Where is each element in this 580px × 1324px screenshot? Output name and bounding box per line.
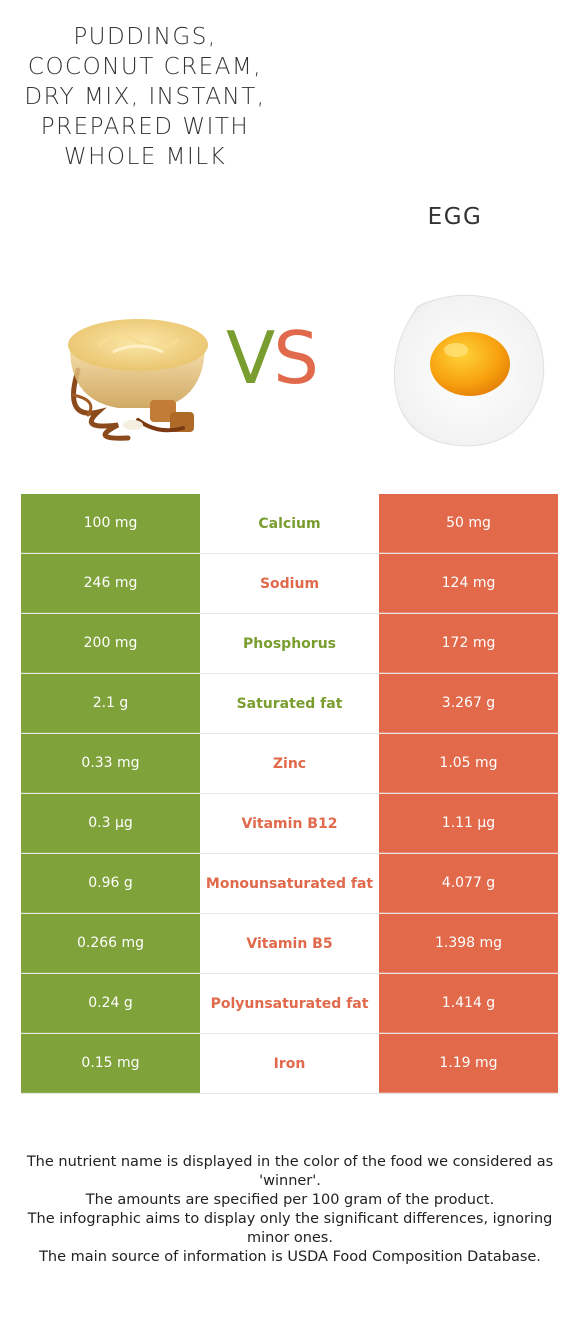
right-value: 1.414 g <box>379 974 558 1033</box>
nutrient-name: Phosphorus <box>200 614 379 673</box>
footnote-line: The main source of information is USDA F… <box>39 1249 541 1265</box>
right-value: 4.077 g <box>379 854 558 913</box>
right-value: 1.19 mg <box>379 1034 558 1093</box>
right-value: 3.267 g <box>379 674 558 733</box>
nutrient-name: Monounsaturated fat <box>200 854 379 913</box>
footnote-line: The infographic aims to display only the… <box>27 1211 553 1246</box>
right-value: 50 mg <box>379 494 558 553</box>
table-row: 0.15 mg Iron 1.19 mg <box>21 1034 558 1094</box>
right-value: 1.398 mg <box>379 914 558 973</box>
footnote: The nutrient name is displayed in the co… <box>10 1153 570 1267</box>
fried-egg-image <box>393 294 545 447</box>
footnote-line: The amounts are specified per 100 gram o… <box>85 1192 495 1208</box>
nutrient-name: Vitamin B5 <box>200 914 379 973</box>
vs-v-letter: V <box>226 316 275 400</box>
pudding-bowl-image <box>68 319 208 441</box>
left-value: 0.96 g <box>21 854 200 913</box>
nutrient-name: Saturated fat <box>200 674 379 733</box>
nutrient-name: Calcium <box>200 494 379 553</box>
left-value: 100 mg <box>21 494 200 553</box>
nutrient-name: Sodium <box>200 554 379 613</box>
left-value: 200 mg <box>21 614 200 673</box>
table-row: 0.24 g Polyunsaturated fat 1.414 g <box>21 974 558 1034</box>
left-value: 0.3 µg <box>21 794 200 853</box>
right-value: 172 mg <box>379 614 558 673</box>
nutrient-name: Zinc <box>200 734 379 793</box>
nutrient-name: Vitamin B12 <box>200 794 379 853</box>
table-row: 0.3 µg Vitamin B12 1.11 µg <box>21 794 558 854</box>
table-row: 246 mg Sodium 124 mg <box>21 554 558 614</box>
right-value: 124 mg <box>379 554 558 613</box>
left-food-title: PUDDINGS, COCONUT CREAM, DRY MIX, INSTAN… <box>24 24 266 170</box>
left-value: 0.24 g <box>21 974 200 1033</box>
nutrient-name: Polyunsaturated fat <box>200 974 379 1033</box>
right-value: 1.05 mg <box>379 734 558 793</box>
table-row: 2.1 g Saturated fat 3.267 g <box>21 674 558 734</box>
table-row: 200 mg Phosphorus 172 mg <box>21 614 558 674</box>
table-row: 0.96 g Monounsaturated fat 4.077 g <box>21 854 558 914</box>
left-value: 0.266 mg <box>21 914 200 973</box>
right-value: 1.11 µg <box>379 794 558 853</box>
left-value: 2.1 g <box>21 674 200 733</box>
table-row: 100 mg Calcium 50 mg <box>21 494 558 554</box>
table-row: 0.266 mg Vitamin B5 1.398 mg <box>21 914 558 974</box>
left-value: 0.15 mg <box>21 1034 200 1093</box>
left-value: 246 mg <box>21 554 200 613</box>
right-food-title: EGG <box>427 204 483 230</box>
footnote-line: The nutrient name is displayed in the co… <box>26 1154 554 1189</box>
left-value: 0.33 mg <box>21 734 200 793</box>
nutrient-name: Iron <box>200 1034 379 1093</box>
nutrient-comparison-table: 100 mg Calcium 50 mg 246 mg Sodium 124 m… <box>21 494 558 1094</box>
vs-s-letter: S <box>273 316 319 400</box>
vs-label: VS <box>226 316 319 400</box>
table-row: 0.33 mg Zinc 1.05 mg <box>21 734 558 794</box>
